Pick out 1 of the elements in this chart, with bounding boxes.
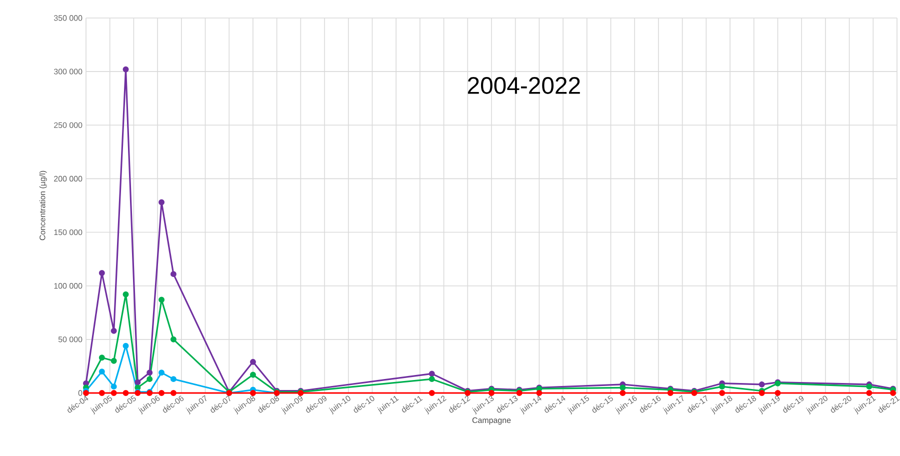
- text: 2004-2022: [468, 77, 580, 94]
